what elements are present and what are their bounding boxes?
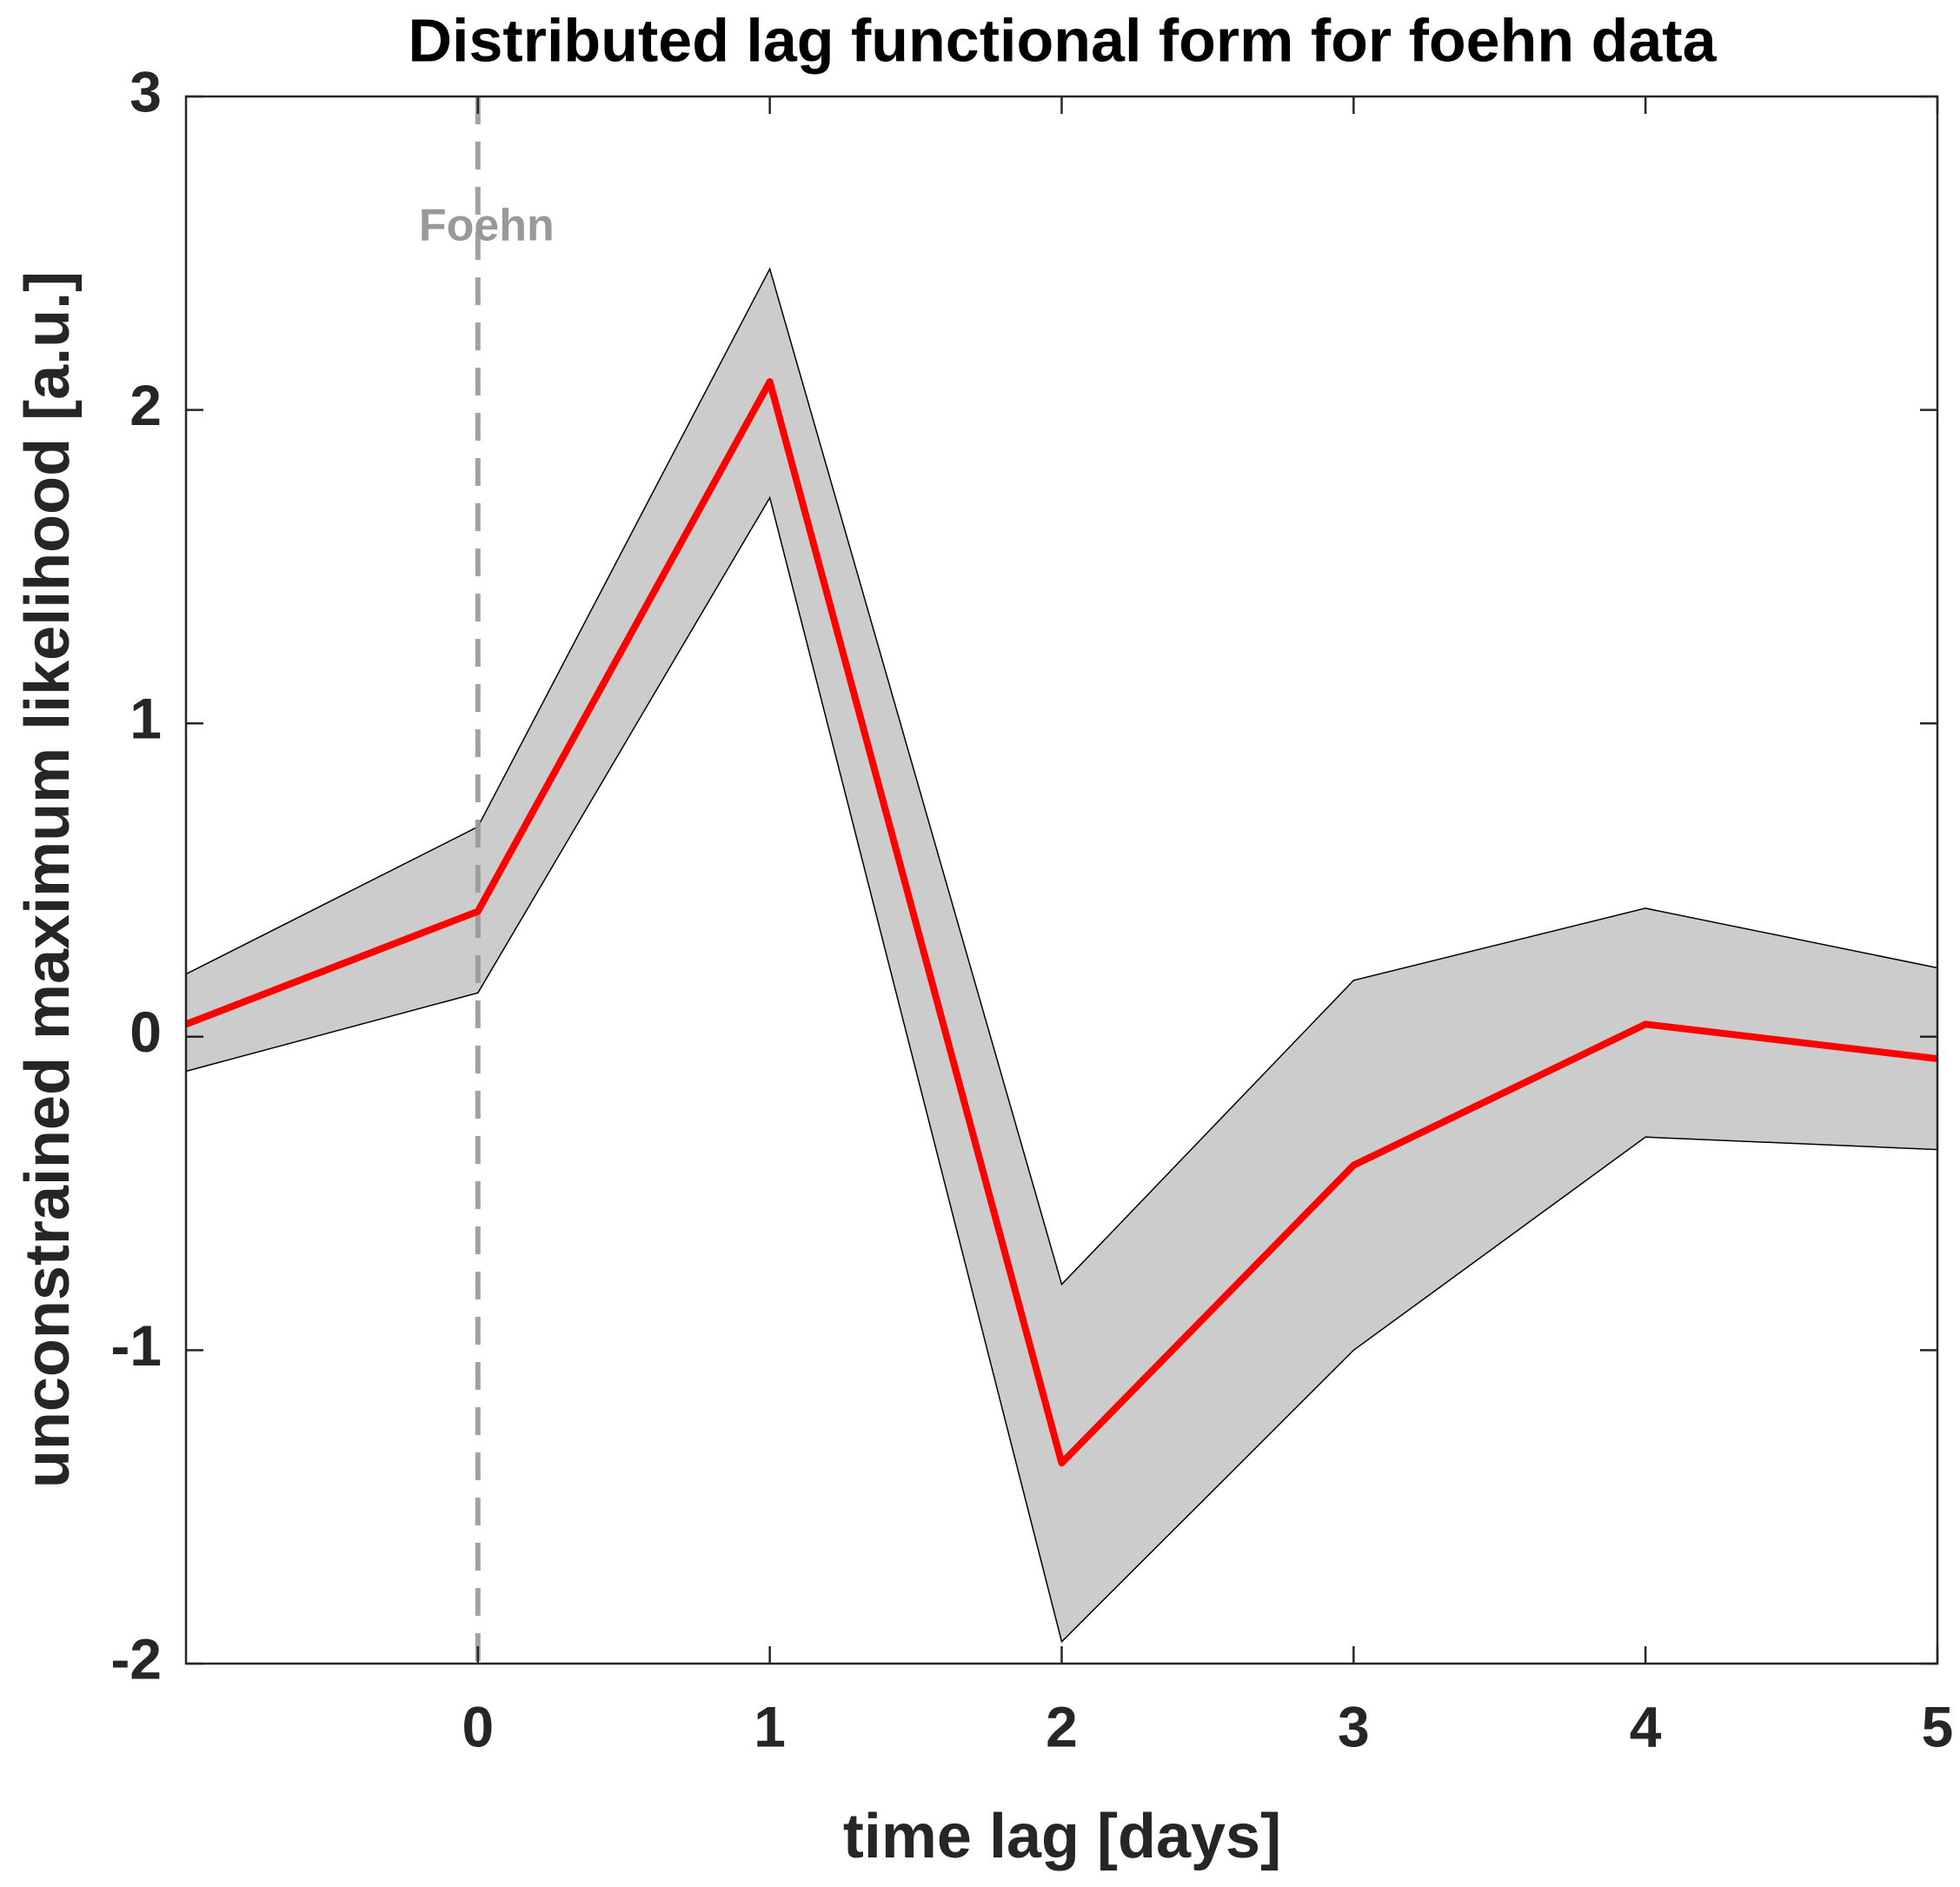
x-tick-label: 2 (1046, 1694, 1078, 1758)
y-tick-label: -2 (110, 1626, 162, 1691)
y-tick-label: 3 (130, 59, 162, 123)
y-tick-label: -1 (110, 1313, 162, 1378)
annotation: Foehn (419, 201, 555, 251)
y-tick-label: 1 (130, 687, 162, 751)
y-tick-label: 0 (130, 1000, 162, 1064)
x-tick-label: 4 (1630, 1694, 1662, 1758)
x-tick-label: 3 (1338, 1694, 1370, 1758)
x-tick-label: 0 (462, 1694, 494, 1758)
y-axis-label: unconstrained maximum likelihood [a.u.] (13, 271, 83, 1488)
x-tick-label: 1 (754, 1694, 786, 1758)
x-tick-label: 5 (1922, 1694, 1954, 1758)
x-axis-label: time lag [days] (843, 1802, 1281, 1871)
line (184, 378, 1938, 1467)
y-tick-label: 2 (130, 373, 162, 437)
chart-title: Distributed lag functional form for foeh… (409, 6, 1717, 74)
